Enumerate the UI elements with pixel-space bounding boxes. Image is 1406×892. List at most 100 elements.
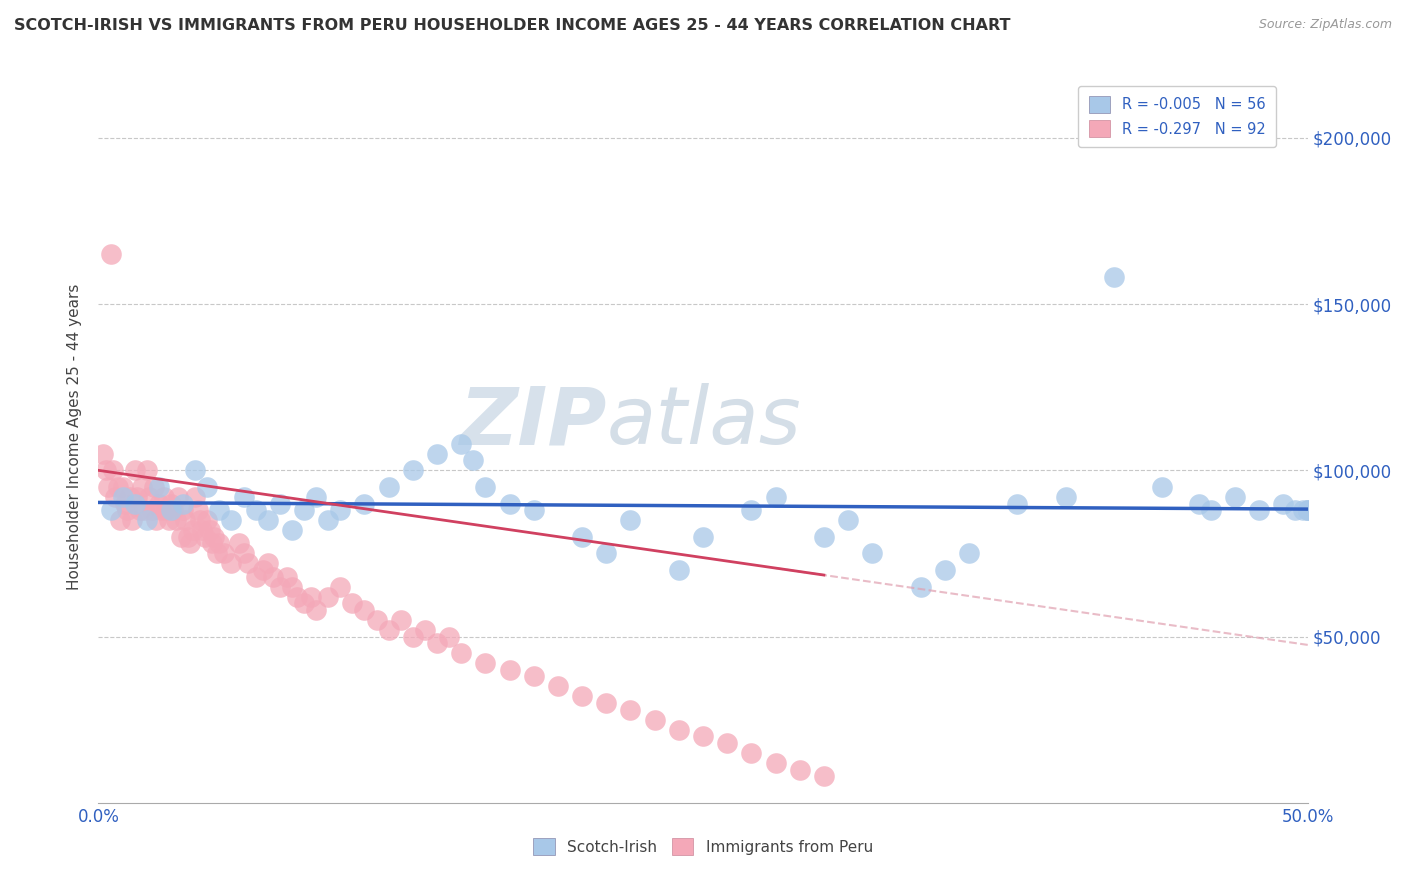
Point bbox=[474, 480, 496, 494]
Point bbox=[329, 580, 352, 594]
Point bbox=[1272, 497, 1295, 511]
Point bbox=[138, 490, 160, 504]
Point bbox=[148, 497, 170, 511]
Point bbox=[463, 453, 485, 467]
Point bbox=[377, 623, 399, 637]
Point bbox=[117, 503, 139, 517]
Point bbox=[316, 590, 339, 604]
Point bbox=[837, 513, 859, 527]
Point bbox=[571, 690, 593, 704]
Point bbox=[162, 503, 184, 517]
Point bbox=[94, 463, 117, 477]
Point bbox=[1102, 270, 1125, 285]
Point bbox=[450, 436, 472, 450]
Point bbox=[177, 530, 200, 544]
Text: atlas: atlas bbox=[606, 384, 801, 461]
Point bbox=[256, 513, 278, 527]
Point bbox=[1199, 503, 1222, 517]
Point bbox=[366, 613, 388, 627]
Point bbox=[437, 630, 460, 644]
Point bbox=[167, 490, 190, 504]
Point bbox=[269, 580, 291, 594]
Point bbox=[571, 530, 593, 544]
Point bbox=[124, 497, 146, 511]
Point bbox=[205, 546, 228, 560]
Point bbox=[957, 546, 980, 560]
Point bbox=[595, 546, 617, 560]
Point bbox=[353, 603, 375, 617]
Point bbox=[101, 463, 124, 477]
Point bbox=[91, 447, 114, 461]
Point bbox=[195, 480, 218, 494]
Point bbox=[692, 530, 714, 544]
Point bbox=[813, 530, 835, 544]
Point bbox=[232, 490, 254, 504]
Point bbox=[619, 703, 641, 717]
Point bbox=[238, 557, 260, 571]
Point bbox=[104, 490, 127, 504]
Point bbox=[121, 513, 143, 527]
Point bbox=[179, 536, 201, 550]
Point bbox=[128, 503, 150, 517]
Point bbox=[305, 490, 328, 504]
Point bbox=[160, 497, 183, 511]
Point bbox=[143, 480, 166, 494]
Point bbox=[135, 463, 157, 477]
Point bbox=[201, 536, 224, 550]
Point bbox=[245, 570, 267, 584]
Point bbox=[195, 513, 218, 527]
Point bbox=[108, 513, 131, 527]
Point bbox=[194, 530, 217, 544]
Point bbox=[148, 480, 170, 494]
Point bbox=[208, 536, 231, 550]
Point bbox=[107, 480, 129, 494]
Point bbox=[141, 503, 163, 517]
Point bbox=[256, 557, 278, 571]
Point bbox=[160, 503, 183, 517]
Point bbox=[1249, 503, 1271, 517]
Point bbox=[716, 736, 738, 750]
Point bbox=[813, 769, 835, 783]
Point bbox=[97, 480, 120, 494]
Legend: Scotch-Irish, Immigrants from Peru: Scotch-Irish, Immigrants from Peru bbox=[527, 832, 879, 861]
Point bbox=[157, 513, 180, 527]
Point bbox=[305, 603, 328, 617]
Point bbox=[221, 513, 243, 527]
Point bbox=[281, 523, 304, 537]
Point bbox=[184, 490, 207, 504]
Point bbox=[191, 523, 214, 537]
Point bbox=[413, 623, 436, 637]
Point bbox=[174, 513, 197, 527]
Point bbox=[860, 546, 883, 560]
Point bbox=[1152, 480, 1174, 494]
Point bbox=[765, 756, 787, 770]
Point bbox=[276, 570, 298, 584]
Point bbox=[208, 503, 231, 517]
Point bbox=[100, 503, 122, 517]
Point bbox=[1292, 503, 1315, 517]
Point bbox=[169, 530, 191, 544]
Text: Source: ZipAtlas.com: Source: ZipAtlas.com bbox=[1258, 18, 1392, 31]
Point bbox=[152, 490, 174, 504]
Point bbox=[172, 503, 194, 517]
Point bbox=[765, 490, 787, 504]
Point bbox=[498, 663, 520, 677]
Point bbox=[1296, 503, 1319, 517]
Point bbox=[111, 480, 134, 494]
Point bbox=[402, 630, 425, 644]
Point bbox=[292, 503, 315, 517]
Point bbox=[181, 523, 204, 537]
Point bbox=[135, 513, 157, 527]
Point bbox=[789, 763, 811, 777]
Point bbox=[402, 463, 425, 477]
Point bbox=[934, 563, 956, 577]
Point bbox=[124, 463, 146, 477]
Point bbox=[668, 723, 690, 737]
Text: ZIP: ZIP bbox=[458, 384, 606, 461]
Point bbox=[740, 746, 762, 760]
Point bbox=[342, 596, 364, 610]
Point bbox=[1223, 490, 1246, 504]
Point bbox=[377, 480, 399, 494]
Point bbox=[668, 563, 690, 577]
Point bbox=[1007, 497, 1029, 511]
